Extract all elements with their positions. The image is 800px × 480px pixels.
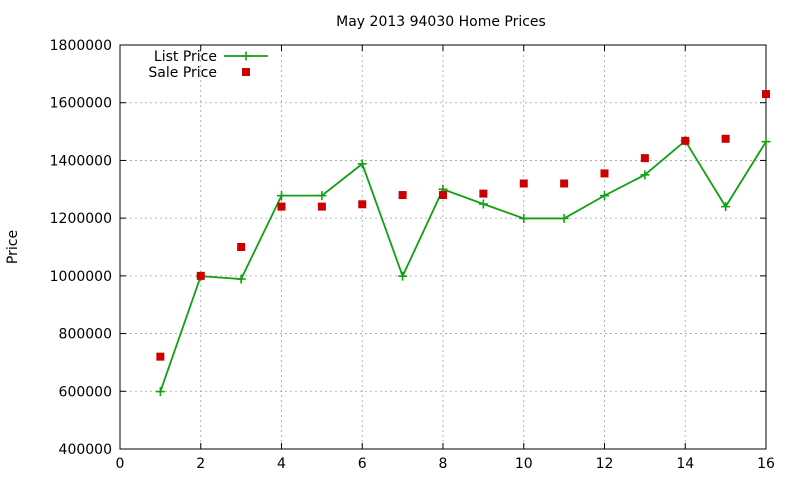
legend-marker-sale-price [242, 68, 250, 76]
grid-lines [120, 45, 766, 449]
legend-marker-list-price [241, 51, 251, 61]
y-tick-label: 1800000 [50, 38, 112, 54]
y-tick-label: 600000 [59, 384, 112, 400]
sale-price-point [721, 134, 730, 143]
list-price-point [398, 271, 408, 281]
sale-price-point [600, 169, 609, 178]
sale-price-point [519, 179, 528, 188]
sale-price-point [762, 90, 770, 99]
chart-title: May 2013 94030 Home Prices [336, 14, 546, 30]
sale-price-point [317, 202, 326, 211]
sale-price-point [196, 271, 205, 280]
y-tick-label: 1600000 [50, 96, 112, 112]
x-tick-labels: 0 2 4 6 8 10 12 14 16 [116, 456, 775, 472]
sale-price-point [439, 191, 447, 200]
x-tick-label: 14 [676, 456, 694, 472]
legend-label-list-price: List Price [154, 49, 217, 65]
list-price-point [721, 202, 731, 212]
x-tick-label: 6 [358, 456, 367, 472]
list-price-point [155, 387, 165, 397]
y-tick-label: 1200000 [50, 211, 112, 227]
x-tick-label: 12 [596, 456, 614, 472]
list-price-line [159, 139, 767, 392]
x-tick-label: 8 [439, 456, 448, 472]
list-price-point [277, 191, 286, 201]
list-price-point [600, 191, 609, 201]
list-price-point [559, 213, 569, 223]
list-price-point [236, 274, 246, 284]
sale-price-point [640, 154, 649, 163]
x-tick-label: 16 [757, 456, 775, 472]
x-tick-label: 2 [196, 456, 205, 472]
list-price-point [317, 191, 327, 201]
legend-label-sale-price: Sale Price [148, 65, 217, 81]
sale-price-point [398, 191, 407, 200]
y-tick-labels: 400000 600000 800000 1000000 1200000 1400000 1… [50, 38, 112, 458]
list-price-point [519, 213, 529, 223]
sale-price-point [237, 243, 246, 251]
x-tick-label: 4 [277, 456, 286, 472]
y-axis-label: Price [5, 230, 21, 264]
list-price-point [357, 159, 367, 169]
x-tick-label: 10 [515, 456, 533, 472]
list-price-series [155, 136, 771, 397]
sale-price-point [479, 189, 488, 198]
y-tick-label: 800000 [59, 327, 112, 343]
sale-price-point [156, 352, 165, 361]
y-tick-label: 400000 [59, 442, 112, 458]
y-tick-label: 1400000 [50, 153, 112, 169]
list-price-point [640, 170, 650, 180]
sale-price-point [560, 179, 569, 188]
x-tick-label: 0 [116, 456, 125, 472]
axis-ticks [119, 44, 767, 450]
sale-price-point [358, 200, 367, 209]
series-layer [155, 90, 771, 397]
list-price-point [478, 199, 488, 209]
sale-price-series [156, 90, 770, 361]
sale-price-point [681, 136, 690, 145]
sale-price-point [277, 202, 286, 211]
list-price-point [761, 137, 771, 147]
y-tick-label: 1000000 [50, 269, 112, 285]
